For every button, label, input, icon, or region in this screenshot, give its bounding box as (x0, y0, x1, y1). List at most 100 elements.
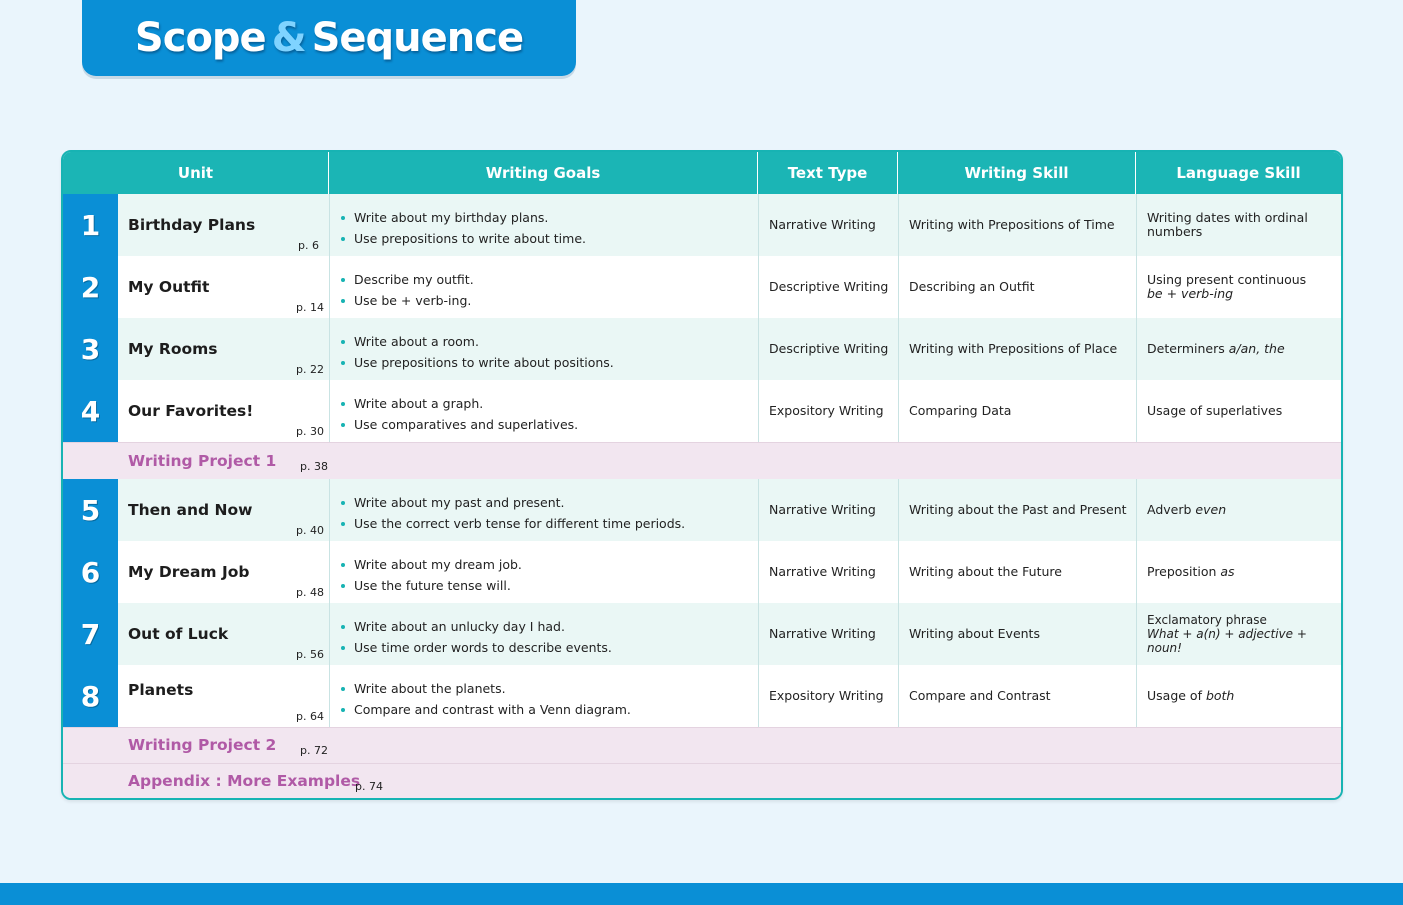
language-skill-example: What + a(n) + adjective + noun! (1147, 627, 1307, 655)
goals-cell: Write about the planets. Compare and con… (329, 665, 758, 727)
goals-cell: Write about an unlucky day I had. Use ti… (329, 603, 758, 665)
language-skill-text: Usage of (1147, 688, 1202, 703)
text-type-cell: Expository Writing (758, 380, 898, 442)
writing-skill: Writing about the Past and Present (909, 502, 1127, 517)
unit-name: Then and Now (128, 501, 253, 519)
unit-number: 7 (80, 617, 101, 651)
unit-page: p. 30 (296, 425, 324, 438)
unit-number: 8 (80, 679, 101, 713)
language-skill-cell: Usage of superlatives (1136, 380, 1341, 442)
text-type: Narrative Writing (769, 626, 876, 641)
language-skill: Using present continuous be + verb-ing (1147, 273, 1335, 301)
goal-item: Use the future tense will. (340, 575, 748, 596)
unit-cell: My Outfit p. 14 (118, 256, 329, 318)
text-type: Expository Writing (769, 688, 884, 703)
unit-page: p. 22 (296, 363, 324, 376)
writing-skill-cell: Compare and Contrast (898, 665, 1136, 727)
language-skill: Determiners a/an, the (1147, 342, 1335, 356)
language-skill-example: both (1205, 688, 1235, 703)
project-name: Appendix : More Examples (128, 772, 361, 790)
writing-skill-cell: Writing about Events (898, 603, 1136, 665)
unit-number: 4 (80, 394, 101, 428)
header-text-type: Text Type (758, 152, 898, 194)
table-row-unit-5: 5 Then and Now p. 40 Write about my past… (63, 479, 1341, 542)
unit-name: Planets (128, 680, 194, 699)
text-type: Narrative Writing (769, 502, 876, 517)
header-unit: Unit (63, 152, 329, 194)
unit-name: Out of Luck (128, 625, 229, 643)
text-type: Expository Writing (769, 403, 884, 418)
bottom-bar (0, 883, 1403, 905)
language-skill-text: Using present continuous (1147, 272, 1307, 287)
writing-skill-cell: Writing with Prepositions of Time (898, 194, 1136, 256)
unit-page: p. 14 (296, 301, 324, 314)
table-row-unit-7: 7 Out of Luck p. 56 Write about an unluc… (63, 603, 1341, 666)
text-type-cell: Expository Writing (758, 665, 898, 727)
language-skill-text: Preposition (1147, 564, 1217, 579)
language-skill-example: as (1220, 564, 1235, 579)
unit-name: Our Favorites! (128, 402, 254, 420)
goals-cell: Write about my dream job. Use the future… (329, 541, 758, 603)
header-writing-goals: Writing Goals (329, 152, 758, 194)
text-type: Narrative Writing (769, 217, 876, 232)
goal-item: Describe my outfit. (340, 269, 748, 290)
text-type: Descriptive Writing (769, 341, 889, 356)
text-type-cell: Descriptive Writing (758, 318, 898, 380)
language-skill-text: Exclamatory phrase (1147, 613, 1267, 627)
unit-number-badge: 1 (63, 194, 118, 257)
unit-number: 3 (80, 332, 101, 366)
goal-item: Compare and contrast with a Venn diagram… (340, 699, 748, 720)
unit-number-badge: 3 (63, 318, 118, 381)
goals-cell: Describe my outfit. Use be + verb-ing. (329, 256, 758, 318)
language-skill-text: Determiners (1147, 341, 1225, 356)
language-skill: Exclamatory phrase What + a(n) + adjectiv… (1147, 613, 1335, 655)
text-type-cell: Narrative Writing (758, 603, 898, 665)
writing-skill-cell: Writing about the Past and Present (898, 479, 1136, 541)
goal-item: Use prepositions to write about time. (340, 228, 748, 249)
goal-item: Write about my dream job. (340, 554, 748, 575)
writing-skill-cell: Writing with Prepositions of Place (898, 318, 1136, 380)
goal-item: Write about a graph. (340, 393, 748, 414)
table-row-writing-project-1: Writing Project 1 p. 38 (63, 442, 1341, 479)
unit-number: 1 (80, 208, 101, 242)
language-skill: Usage of superlatives (1147, 403, 1283, 418)
project-page: p. 38 (300, 460, 328, 473)
language-skill-cell: Determiners a/an, the (1136, 318, 1341, 380)
unit-number-badge: 2 (63, 256, 118, 319)
title-sequence: Sequence (311, 15, 524, 61)
writing-skill: Writing about the Future (909, 564, 1062, 579)
project-page: p. 72 (300, 744, 328, 757)
language-skill-cell: Adverb even (1136, 479, 1341, 541)
text-type: Descriptive Writing (769, 279, 889, 294)
table-row-unit-3: 3 My Rooms p. 22 Write about a room. Use… (63, 318, 1341, 381)
language-skill-cell: Exclamatory phrase What + a(n) + adjectiv… (1136, 603, 1341, 665)
unit-page: p. 48 (296, 586, 324, 599)
header-writing-skill: Writing Skill (898, 152, 1136, 194)
writing-skill-cell: Comparing Data (898, 380, 1136, 442)
table-row-unit-4: 4 Our Favorites! p. 30 Write about a gra… (63, 380, 1341, 443)
unit-cell: Out of Luck p. 56 (118, 603, 329, 665)
language-skill-cell: Usage of both (1136, 665, 1341, 727)
table-row-writing-project-2: Writing Project 2 p. 72 (63, 727, 1341, 763)
unit-page: p. 64 (296, 710, 324, 723)
language-skill-example: even (1195, 502, 1227, 517)
goal-item: Write about my past and present. (340, 492, 748, 513)
unit-page: p. 6 (298, 239, 319, 252)
project-page: p. 74 (355, 780, 383, 793)
writing-skill: Writing about Events (909, 626, 1040, 641)
text-type-cell: Descriptive Writing (758, 256, 898, 318)
goals-cell: Write about my birthday plans. Use prepo… (329, 194, 758, 256)
goals-cell: Write about a room. Use prepositions to … (329, 318, 758, 380)
table-row-unit-6: 6 My Dream Job p. 48 Write about my drea… (63, 541, 1341, 604)
title-ampersand: & (271, 15, 307, 61)
text-type-cell: Narrative Writing (758, 479, 898, 541)
unit-number: 5 (80, 493, 101, 527)
page-title: Scope & Sequence (82, 0, 576, 76)
writing-skill: Writing with Prepositions of Place (909, 341, 1118, 356)
goal-item: Use prepositions to write about position… (340, 352, 748, 373)
unit-cell: Planets p. 64 (118, 665, 329, 727)
unit-cell: Birthday Plans p. 6 (118, 194, 329, 256)
language-skill: Writing dates with ordinal numbers (1147, 210, 1308, 239)
unit-cell: My Rooms p. 22 (118, 318, 329, 380)
title-scope: Scope (134, 15, 267, 61)
